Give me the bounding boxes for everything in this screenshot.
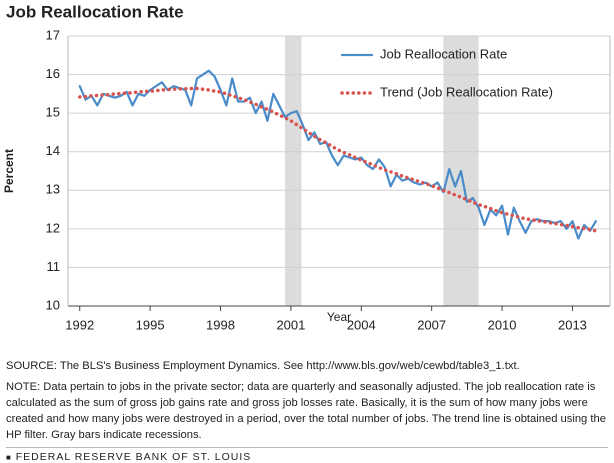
series-line — [78, 69, 598, 240]
x-tick-label: 1992 — [65, 317, 94, 332]
y-tick-label: 15 — [46, 105, 60, 120]
y-tick-label: 12 — [46, 220, 60, 235]
y-axis-label: Percent — [2, 149, 16, 193]
x-tick-label: 2013 — [558, 317, 587, 332]
chart-title: Job Reallocation Rate — [6, 2, 184, 21]
x-tick-label: 2004 — [347, 317, 376, 332]
series-line — [77, 86, 598, 233]
y-tick-label: 16 — [46, 66, 60, 81]
x-tick-label: 1995 — [136, 317, 165, 332]
footer: ■ FEDERAL RESERVE BANK OF ST. LOUIS — [6, 451, 251, 463]
source-note: SOURCE: The BLS's Business Employment Dy… — [6, 360, 520, 372]
y-tick-label: 11 — [47, 259, 61, 274]
y-tick-label: 14 — [46, 143, 60, 158]
note: NOTE: Data pertain to jobs in the privat… — [6, 381, 606, 441]
y-tick-label: 17 — [46, 27, 60, 42]
legend-label: Trend (Job Reallocation Rate) — [380, 84, 553, 99]
separator — [6, 447, 608, 448]
y-tick-label: 10 — [46, 297, 60, 312]
footer-icon: ■ — [6, 453, 12, 462]
footer-text: FEDERAL RESERVE BANK OF ST. LOUIS — [15, 451, 252, 463]
x-tick-label: 2007 — [417, 317, 446, 332]
legend-label: Job Reallocation Rate — [380, 46, 507, 61]
x-tick-label: 2001 — [276, 317, 305, 332]
recession-bar — [285, 36, 302, 306]
y-tick-label: 13 — [46, 182, 60, 197]
x-tick-label: 2010 — [488, 317, 517, 332]
chart: Job Reallocation Rate Percent Year 10 11 1… — [2, 2, 611, 332]
x-tick-label: 1998 — [206, 317, 235, 332]
x-axis-label: Year — [327, 310, 351, 324]
